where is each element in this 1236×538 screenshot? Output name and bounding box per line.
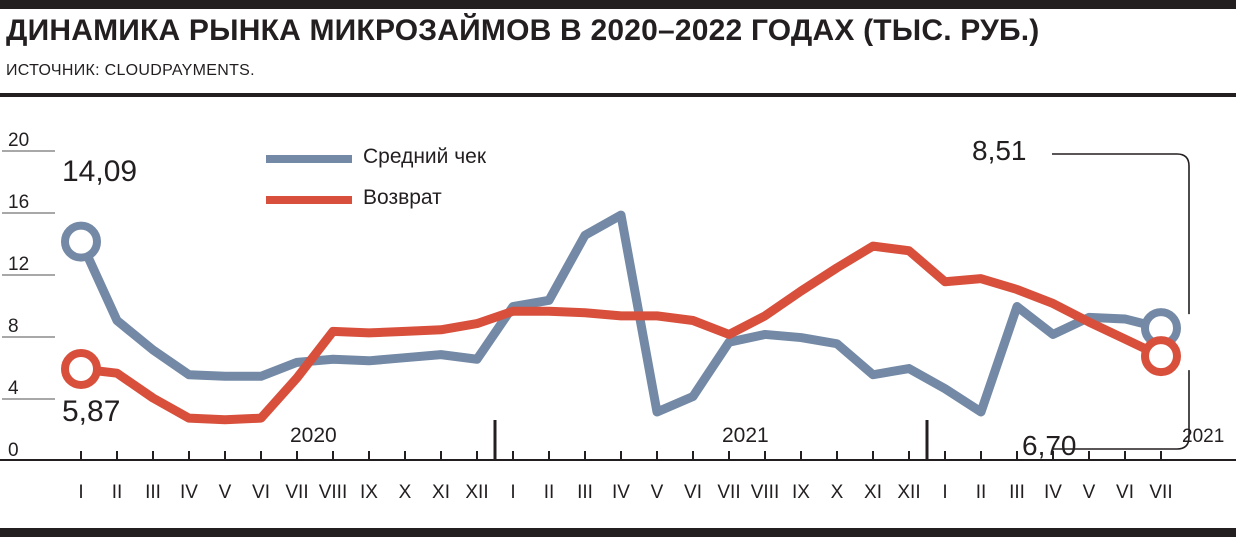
x-axis-label: I	[78, 482, 84, 503]
header-divider-rule	[0, 93, 1236, 97]
marker-start-average-check	[61, 221, 101, 262]
x-axis-label: XII	[465, 482, 489, 503]
x-axis-label: X	[830, 482, 844, 503]
y-axis-label: 12	[8, 254, 30, 275]
x-axis-label: II	[543, 482, 555, 503]
callout-leader-blue	[1052, 153, 1190, 315]
x-axis-label: XI	[864, 482, 882, 503]
end-year-label: 2021	[1182, 426, 1225, 447]
y-axis-label: 20	[8, 130, 30, 151]
x-axis-label: VI	[252, 482, 270, 503]
x-axis-label: IX	[360, 482, 378, 503]
chart-plot-area	[0, 97, 1236, 528]
end-value-average-check: 8,51	[972, 135, 1027, 166]
inline-year-label: 2021	[722, 424, 769, 447]
x-axis-label: VIII	[318, 482, 348, 503]
x-axis-label: VII	[1149, 482, 1173, 503]
x-axis-label: IX	[792, 482, 810, 503]
x-axis-label: X	[398, 482, 412, 503]
top-rule	[0, 0, 1236, 9]
x-axis-label: IV	[612, 482, 630, 503]
y-axis-label: 16	[8, 192, 30, 213]
x-axis-label: I	[942, 482, 948, 503]
start-value-return: 5,87	[62, 395, 121, 428]
page-title: ДИНАМИКА РЫНКА МИКРОЗАЙМОВ В 2020–2022 Г…	[6, 14, 1040, 47]
x-axis-label: III	[145, 482, 161, 503]
marker-start-return	[61, 349, 101, 390]
x-axis-label: III	[577, 482, 593, 503]
marker-end-return	[1141, 336, 1181, 377]
x-axis-label: XII	[897, 482, 921, 503]
line-chart-svg	[0, 150, 1236, 461]
x-axis-label: II	[111, 482, 123, 503]
inline-year-label: 2020	[290, 424, 337, 447]
bottom-rule	[0, 528, 1236, 537]
x-axis-label: II	[975, 482, 987, 503]
x-axis-label: III	[1009, 482, 1025, 503]
x-axis-label: VI	[1116, 482, 1134, 503]
legend-average-check-swatch	[266, 155, 352, 163]
x-axis-label: IV	[1044, 482, 1062, 503]
y-axis-label: 4	[8, 378, 19, 399]
x-axis-label: V	[218, 482, 232, 503]
legend-return-label: Возврат	[363, 186, 442, 209]
x-axis-label: VII	[717, 482, 741, 503]
x-axis-label: V	[650, 482, 664, 503]
callout-leader-red	[1052, 370, 1190, 450]
x-axis-label: VIII	[750, 482, 780, 503]
end-value-return: 6,70	[1022, 430, 1077, 461]
x-axis-label: V	[1082, 482, 1096, 503]
source-line: ИСТОЧНИК: CLOUDPAYMENTS.	[6, 62, 255, 79]
y-axis-label: 8	[8, 316, 19, 337]
start-value-average-check: 14,09	[62, 155, 138, 188]
series-line-average-check	[76, 210, 1163, 417]
legend-average-check-label: Средний чек	[363, 145, 487, 168]
x-axis-label: XI	[432, 482, 450, 503]
x-axis-label: IV	[180, 482, 198, 503]
x-axis-label: VII	[285, 482, 309, 503]
legend-return-swatch	[266, 196, 352, 204]
series-line-return	[80, 241, 1163, 425]
y-axis-label: 0	[8, 440, 19, 461]
x-axis-label: I	[510, 482, 516, 503]
x-axis-label: VI	[684, 482, 702, 503]
